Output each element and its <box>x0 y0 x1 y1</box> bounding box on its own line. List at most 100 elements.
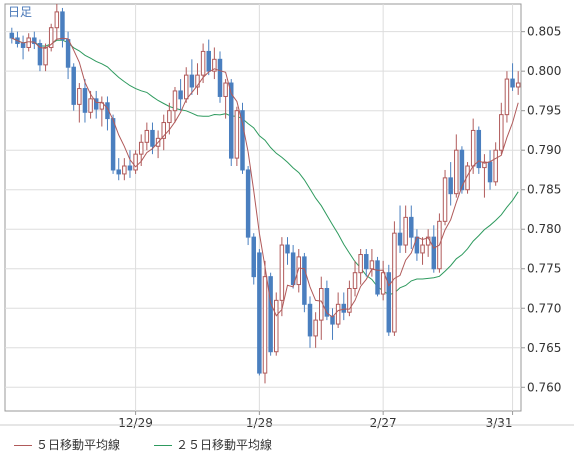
candle-body-up <box>43 46 48 66</box>
candle-body-down <box>290 252 296 286</box>
candle-body-down <box>245 169 251 238</box>
candle-body-down <box>150 129 155 147</box>
candle-body-up <box>183 74 189 100</box>
candle-body-down <box>37 43 43 66</box>
candle-body-up <box>369 260 375 270</box>
candle-body-up <box>234 110 240 159</box>
candle-body-down <box>364 254 369 270</box>
candle-body-up <box>212 58 217 72</box>
y-tick-label: 0.780 <box>527 222 561 236</box>
candle-body-up <box>122 165 127 175</box>
y-tick-label: 0.775 <box>527 262 561 276</box>
candle <box>341 292 347 321</box>
candle <box>82 79 88 123</box>
candle-body-down <box>409 216 414 238</box>
candle-body-up <box>167 110 172 124</box>
candle-body-up <box>274 299 279 353</box>
candle-body-down <box>476 129 482 169</box>
candle <box>364 248 369 277</box>
candle-body-down <box>228 82 234 159</box>
candle-body-down <box>82 88 88 113</box>
candle-body-down <box>217 58 223 97</box>
candle <box>144 122 150 151</box>
candle-body-down <box>487 161 493 183</box>
period-label[interactable]: 日足 <box>8 5 32 19</box>
candle-body-down <box>116 169 121 175</box>
candle-body-down <box>324 288 330 317</box>
candle <box>48 23 54 52</box>
legend-label-ma5: ５日移動平均線 <box>36 438 121 452</box>
candle-body-up <box>172 90 178 112</box>
candle <box>240 102 245 174</box>
y-tick-label: 0.790 <box>527 143 561 157</box>
candle <box>223 79 228 119</box>
candle <box>347 280 352 317</box>
candle <box>330 308 335 340</box>
candle-body-up <box>493 149 498 183</box>
candle-body-down <box>60 11 65 41</box>
candle <box>189 59 195 95</box>
y-tick-label: 0.800 <box>527 64 561 78</box>
candle-body-down <box>375 260 380 295</box>
candle <box>116 158 121 181</box>
candle <box>403 205 408 253</box>
candle-body-up <box>48 27 54 48</box>
candle <box>60 7 65 48</box>
candle <box>448 162 453 206</box>
candle-body-down <box>189 74 195 88</box>
candle-body-up <box>88 98 93 113</box>
candle <box>88 90 93 119</box>
candle <box>178 79 183 111</box>
candle-body-down <box>20 43 26 48</box>
candle <box>515 71 521 95</box>
candle <box>32 31 37 50</box>
candle <box>482 154 487 198</box>
candle-body-up <box>470 129 476 167</box>
candle-body-down <box>206 50 211 72</box>
candle <box>262 260 268 384</box>
candle <box>454 134 459 198</box>
candle <box>195 63 200 95</box>
candle <box>212 47 217 80</box>
candle <box>37 39 43 72</box>
ma25-line <box>11 37 519 296</box>
ma5-legend-swatch <box>14 445 32 446</box>
candle-body-down <box>431 236 437 270</box>
candle-body-up <box>262 276 268 374</box>
candle-body-up <box>77 88 82 105</box>
candle <box>206 39 211 76</box>
candle-body-up <box>195 74 200 88</box>
candles <box>9 4 521 384</box>
candle <box>352 260 358 297</box>
ma5-line-layer <box>11 37 519 318</box>
candle <box>504 71 510 123</box>
candle-body-down <box>302 256 307 305</box>
candle <box>313 312 318 348</box>
candle <box>161 114 166 151</box>
candle <box>274 292 279 356</box>
candle-body-up <box>200 50 206 76</box>
candle <box>358 248 363 285</box>
candle <box>200 43 206 84</box>
candle <box>133 150 138 174</box>
candle-body-down <box>341 303 347 313</box>
candle-body-up <box>54 11 60 29</box>
candle-body-up <box>133 153 138 171</box>
y-tick-label: 0.760 <box>527 380 561 394</box>
candle-body-up <box>296 256 302 286</box>
x-tick-label: 2/27 <box>370 416 397 430</box>
candle-body-up <box>515 82 521 88</box>
candle-body-down <box>397 232 403 246</box>
candle-body-up <box>482 161 487 169</box>
candle-body-up <box>380 272 386 295</box>
y-tick-label: 0.770 <box>527 301 561 315</box>
x-axis-ticks: 12/29 1/28 2/27 3/31 <box>118 411 514 430</box>
candle <box>279 237 285 317</box>
candle-body-up <box>144 129 150 143</box>
candle-body-down <box>448 177 453 195</box>
candle-body-down <box>240 110 245 171</box>
x-tick-label: 12/29 <box>118 416 153 430</box>
candle-body-up <box>499 114 504 151</box>
ma5-line <box>11 37 519 318</box>
candle <box>290 245 296 289</box>
